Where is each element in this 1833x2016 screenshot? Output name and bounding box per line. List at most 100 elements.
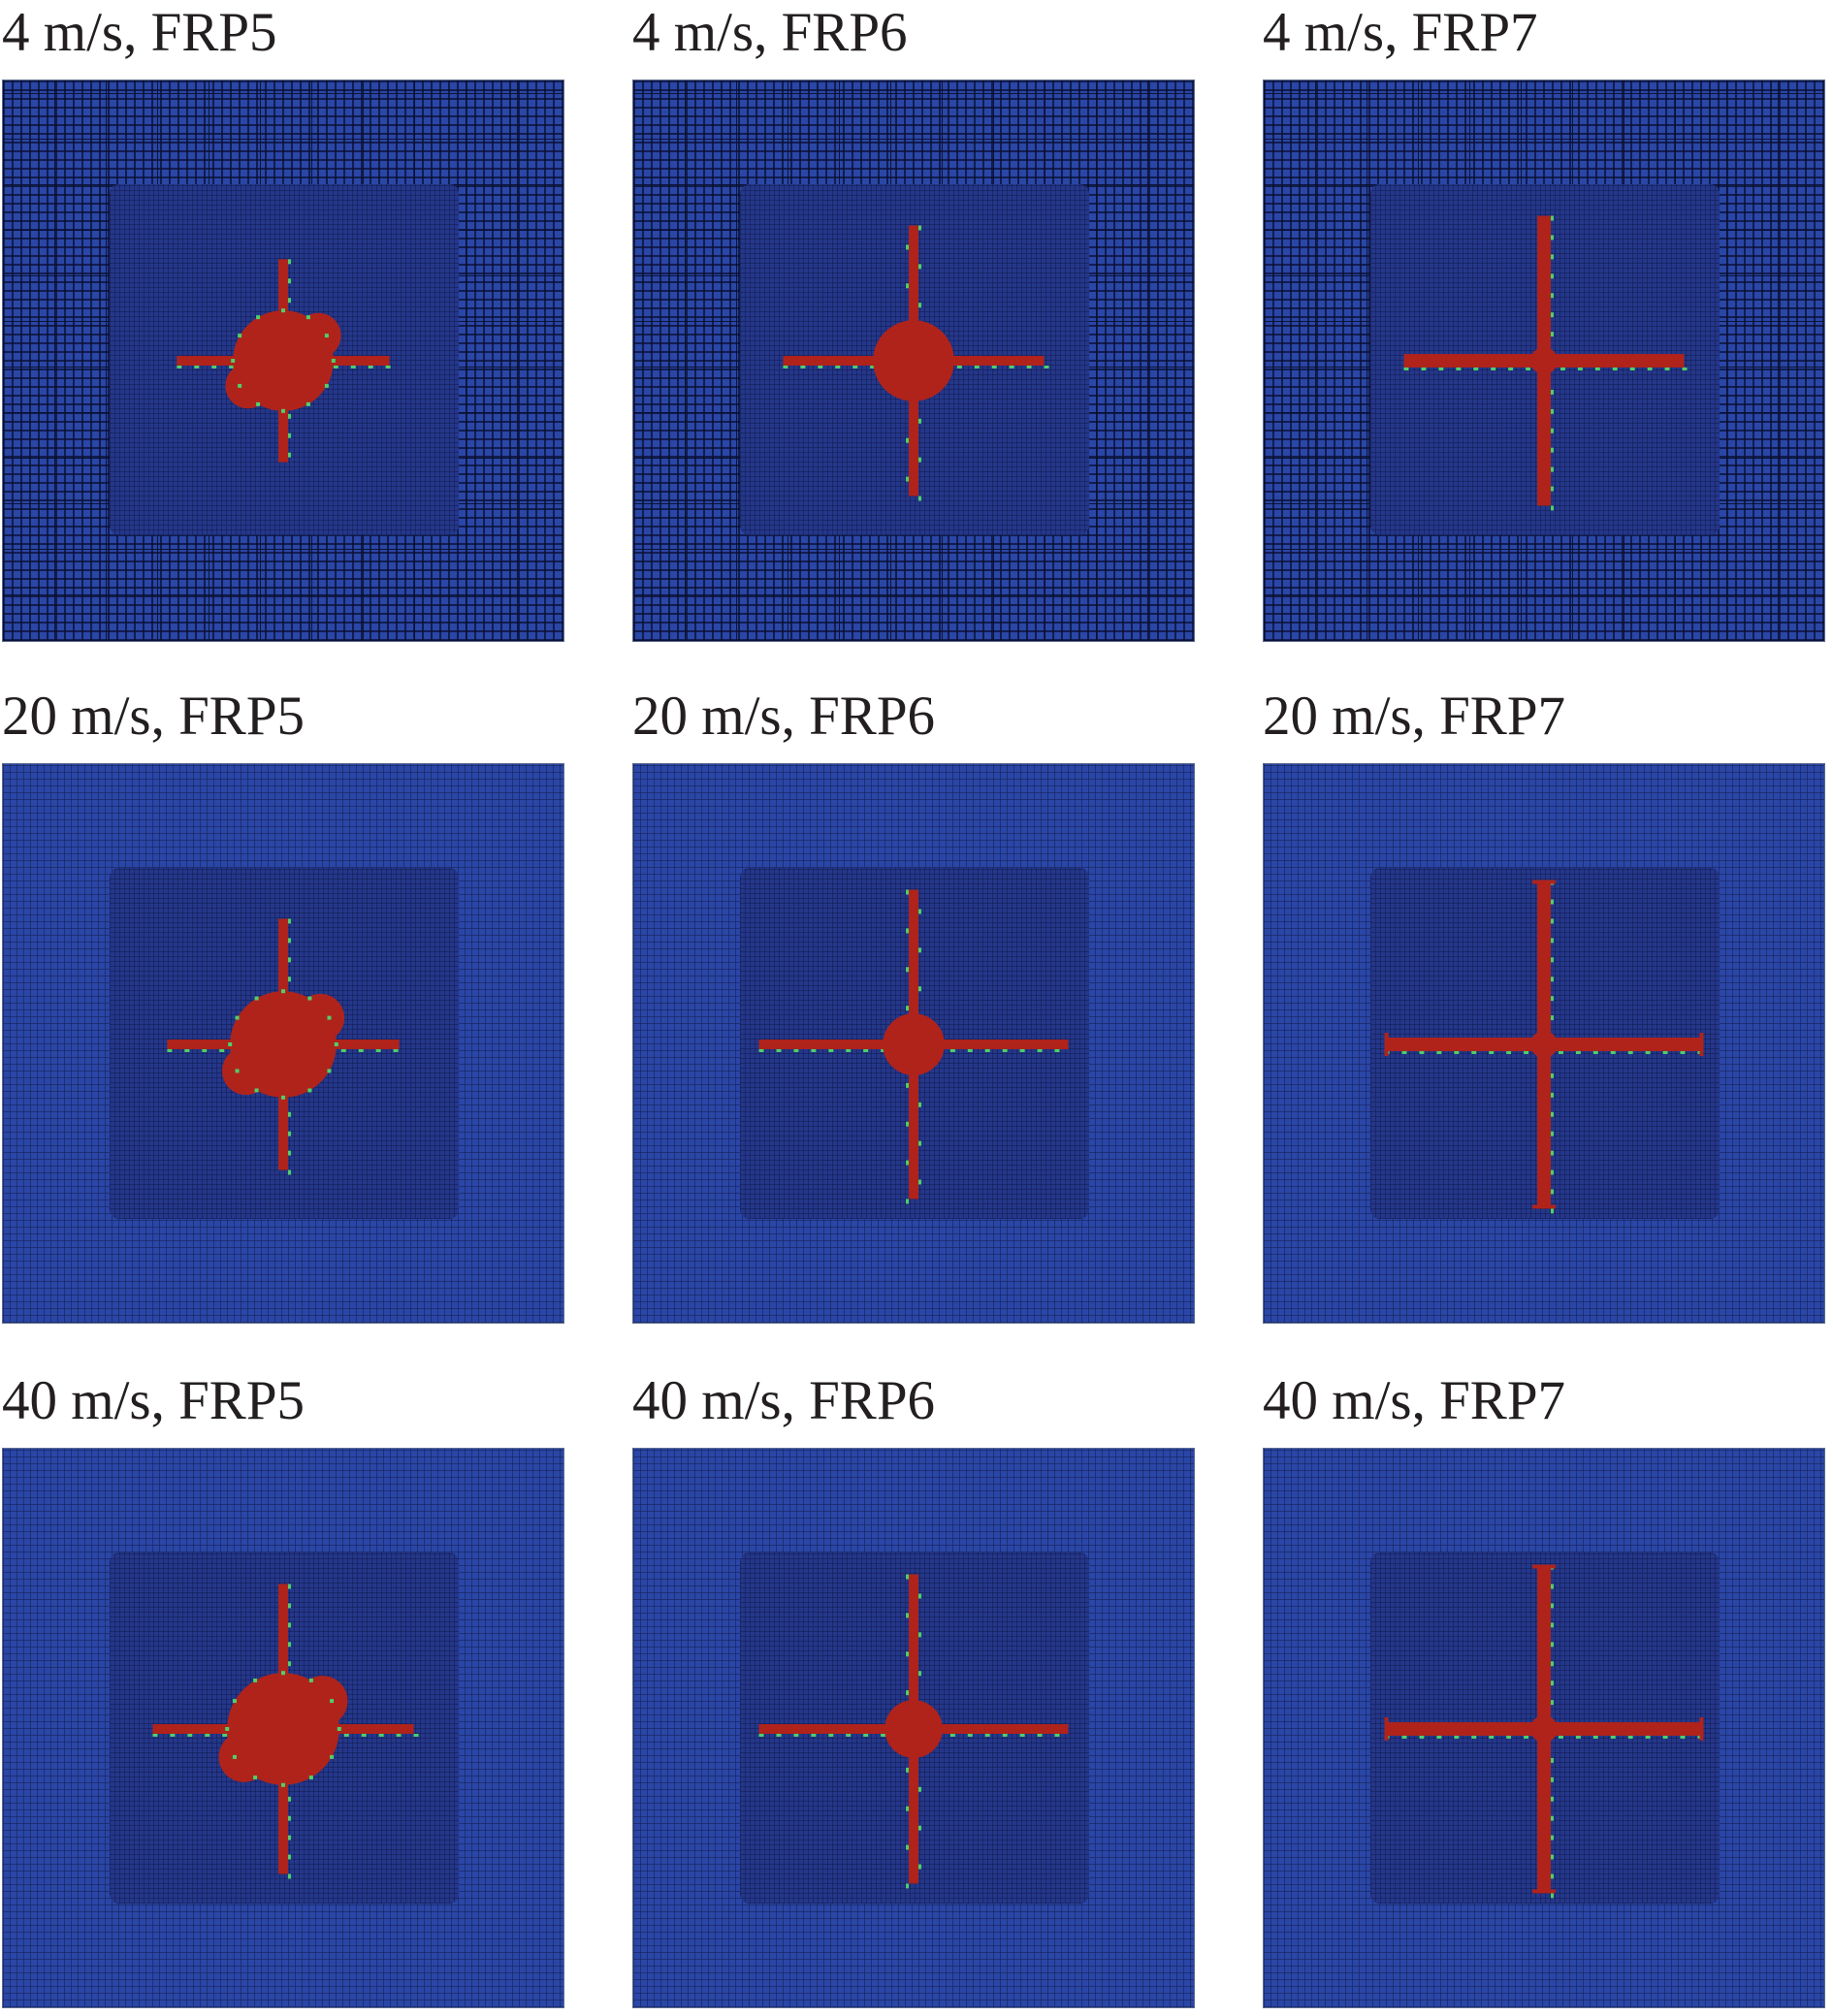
damage-fringe (393, 1048, 399, 1052)
damage-fringe (205, 1733, 210, 1737)
damage-fringe (256, 401, 261, 406)
damage-fringe (1473, 367, 1479, 370)
damage-fringe (287, 1835, 291, 1840)
damage-fringe (1550, 1893, 1554, 1899)
damage-fringe (307, 996, 312, 1001)
damage-fringe (1438, 367, 1444, 370)
damage-fringe (306, 315, 310, 320)
damage-fringe (287, 1796, 291, 1802)
panel-40ms-frp6: 40 m/s, FRP6 (632, 1370, 1200, 2014)
damage-fringe (1550, 1700, 1554, 1706)
damage-fringe (1550, 1757, 1554, 1763)
damage-fringe (881, 1048, 886, 1052)
damage-fringe (287, 976, 291, 982)
damage-fringe (358, 1048, 364, 1052)
damage-fringe (1454, 1735, 1460, 1739)
damage-pattern (1403, 215, 1688, 511)
damage-fringe (287, 1642, 291, 1648)
damage-fringe (1026, 365, 1032, 368)
damage-fringe (1550, 918, 1554, 924)
damage-fringe (1550, 486, 1554, 492)
damage-fringe (906, 1006, 910, 1011)
damage-fringe (906, 1613, 910, 1618)
damage-fringe (1550, 1873, 1554, 1879)
damage-fringe (917, 1179, 921, 1185)
panel-40ms-frp5: 40 m/s, FRP5 (2, 1370, 569, 2014)
damage-fringe (1526, 367, 1531, 370)
damage-fringe (917, 986, 921, 992)
damage-fringe (361, 1733, 367, 1737)
damage-fringe (758, 1733, 764, 1737)
damage-fringe (287, 1131, 291, 1136)
damage-fringe (1550, 389, 1554, 395)
damage-fringe (330, 1754, 335, 1759)
panel-20ms-frp5: 20 m/s, FRP5 (2, 686, 569, 1330)
damage-fringe (222, 1733, 228, 1737)
damage-fringe (776, 1048, 782, 1052)
damage-core (1530, 1715, 1558, 1743)
damage-fringe (1471, 1735, 1477, 1739)
damage-fringe (906, 283, 910, 289)
damage-arm-cap (1384, 1033, 1389, 1056)
damage-contour-plate (2, 80, 564, 642)
damage-fringe (327, 1015, 332, 1020)
damage-fringe (917, 1593, 921, 1599)
damage-fringe (1645, 1735, 1651, 1739)
panel-4ms-frp7: 4 m/s, FRP7 (1263, 2, 1830, 642)
damage-fringe (1550, 996, 1554, 1002)
damage-fringe (917, 264, 921, 270)
damage-fringe (1550, 254, 1554, 260)
damage-fringe (1508, 367, 1514, 370)
damage-fringe (1044, 365, 1049, 368)
damage-contour-plate (2, 1448, 564, 2008)
damage-lobe (296, 993, 345, 1042)
damage-fringe (368, 365, 373, 368)
damage-fringe (984, 1048, 990, 1052)
damage-fringe (917, 1825, 921, 1831)
damage-fringe (1550, 957, 1554, 963)
damage-fringe (1550, 1150, 1554, 1156)
damage-fringe (1558, 1735, 1563, 1739)
damage-fringe (800, 365, 806, 368)
panel-40ms-frp7: 40 m/s, FRP7 (1263, 1370, 1830, 2014)
damage-fringe (331, 359, 336, 363)
panel-4ms-frp6: 4 m/s, FRP6 (632, 2, 1200, 642)
damage-contour-plate (2, 763, 564, 1324)
damage-fringe (974, 365, 980, 368)
damage-pattern (177, 259, 391, 463)
damage-fringe (281, 989, 285, 994)
damage-fringe (1550, 938, 1554, 944)
damage-fringe (1550, 1622, 1554, 1628)
damage-contour-plate (632, 1448, 1195, 2008)
damage-fringe (1550, 1796, 1554, 1802)
damage-fringe (1610, 1735, 1616, 1739)
damage-fringe (281, 1095, 285, 1100)
damage-fringe (254, 996, 259, 1001)
damage-fringe (917, 1140, 921, 1146)
damage-fringe (287, 1622, 291, 1628)
damage-fringe (1664, 367, 1670, 370)
damage-fringe (330, 1699, 335, 1704)
damage-fringe (1662, 1735, 1668, 1739)
damage-fringe (917, 1102, 921, 1107)
damage-fringe (793, 1048, 799, 1052)
damage-fringe (949, 1733, 955, 1737)
damage-fringe (327, 1069, 332, 1073)
damage-fringe (917, 496, 921, 501)
damage-fringe (187, 1733, 193, 1737)
damage-fringe (202, 1048, 208, 1052)
damage-fringe (1550, 1642, 1554, 1648)
damage-fringe (906, 1651, 910, 1657)
damage-fringe (1550, 1815, 1554, 1821)
damage-fringe (863, 1733, 869, 1737)
damage-fringe (1662, 1050, 1668, 1054)
damage-fringe (287, 1815, 291, 1821)
damage-fringe (287, 1150, 291, 1156)
damage-fringe (991, 365, 997, 368)
damage-fringe (906, 437, 910, 443)
damage-fringe (350, 365, 356, 368)
damage-fringe (1594, 367, 1600, 370)
damage-fringe (917, 1671, 921, 1677)
damage-fringe (1506, 1735, 1512, 1739)
damage-fringe (1550, 1776, 1554, 1782)
